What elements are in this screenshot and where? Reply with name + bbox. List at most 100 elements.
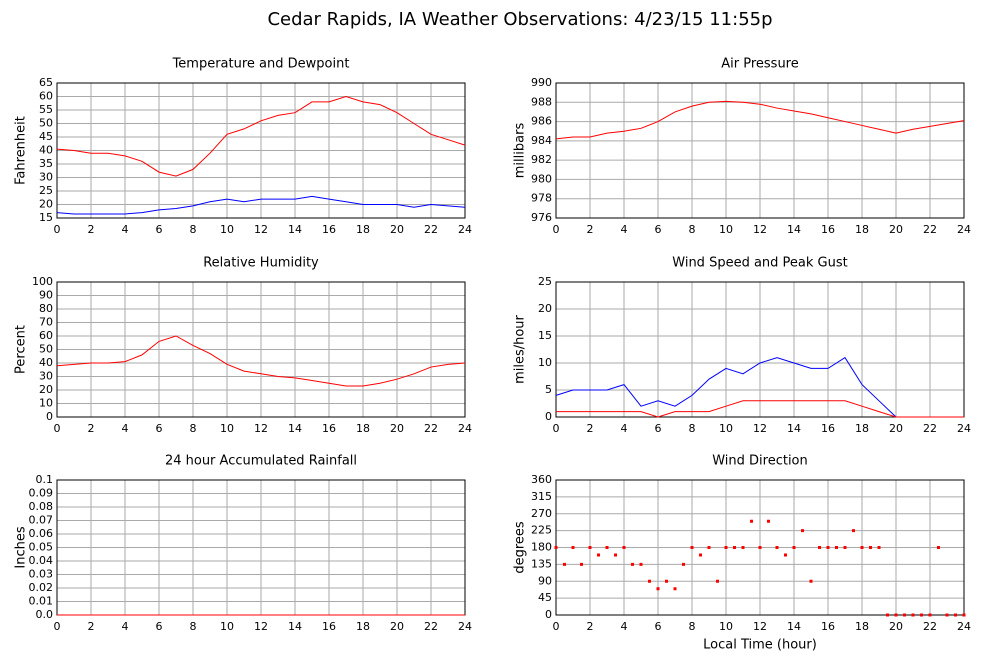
y-axis-label: miles/hour bbox=[513, 314, 528, 383]
data-point bbox=[631, 562, 634, 566]
data-point bbox=[835, 546, 838, 549]
y-tick-label: 988 bbox=[531, 95, 552, 108]
x-tick-label: 8 bbox=[190, 620, 197, 633]
x-tick-label: 4 bbox=[122, 620, 129, 633]
data-point bbox=[716, 579, 719, 583]
y-tick-label: 15 bbox=[39, 211, 53, 224]
x-tick-label: 20 bbox=[889, 223, 903, 236]
plot-border bbox=[56, 82, 466, 219]
x-tick-label: 10 bbox=[719, 223, 733, 236]
y-tick-label: 30 bbox=[39, 171, 53, 184]
x-tick-label: 14 bbox=[288, 223, 302, 236]
x-tick-label: 24 bbox=[458, 422, 472, 435]
x-tick-label: 2 bbox=[88, 620, 95, 633]
y-tick-label: 20 bbox=[39, 198, 53, 211]
data-line bbox=[555, 100, 965, 140]
chart-title: Relative Humidity bbox=[203, 256, 319, 271]
x-tick-label: 6 bbox=[655, 620, 662, 633]
x-tick-label: 8 bbox=[689, 620, 696, 633]
plot-border bbox=[555, 281, 965, 418]
x-axis-label: Local Time (hour) bbox=[703, 638, 817, 653]
x-tick-label: 20 bbox=[390, 422, 404, 435]
x-tick-label: 14 bbox=[787, 422, 801, 435]
x-tick-label: 24 bbox=[957, 422, 971, 435]
y-tick-label: 180 bbox=[531, 541, 552, 554]
x-tick-label: 16 bbox=[322, 620, 336, 633]
x-tick-label: 12 bbox=[254, 422, 268, 435]
data-point bbox=[563, 562, 566, 566]
plot-border bbox=[555, 82, 965, 219]
data-point bbox=[894, 613, 898, 617]
y-tick-label: 20 bbox=[39, 383, 53, 396]
x-tick-label: 6 bbox=[156, 422, 163, 435]
data-point bbox=[656, 587, 660, 591]
x-tick-label: 16 bbox=[322, 422, 336, 435]
y-tick-label: 982 bbox=[531, 153, 552, 166]
x-tick-label: 2 bbox=[88, 223, 95, 236]
data-point bbox=[903, 613, 906, 617]
data-point bbox=[682, 562, 685, 566]
y-tick-label: 25 bbox=[39, 184, 53, 197]
y-tick-label: 40 bbox=[39, 356, 53, 369]
y-axis-label: Fahrenheit bbox=[14, 116, 29, 185]
y-tick-label: 90 bbox=[39, 289, 53, 302]
data-point bbox=[920, 613, 923, 617]
x-tick-label: 12 bbox=[254, 223, 268, 236]
x-tick-label: 14 bbox=[288, 422, 302, 435]
data-point bbox=[928, 613, 932, 617]
x-tick-label: 14 bbox=[787, 223, 801, 236]
data-point bbox=[571, 546, 575, 549]
x-tick-label: 18 bbox=[356, 223, 370, 236]
data-point bbox=[860, 546, 864, 549]
y-tick-label: 0.03 bbox=[29, 568, 54, 581]
x-tick-label: 0 bbox=[54, 422, 61, 435]
data-point bbox=[580, 562, 583, 566]
x-tick-label: 10 bbox=[719, 620, 733, 633]
main-title: Cedar Rapids, IA Weather Observations: 4… bbox=[267, 9, 772, 30]
chart-title: Air Pressure bbox=[721, 57, 799, 72]
y-tick-label: 25 bbox=[538, 275, 552, 288]
y-tick-label: 0.1 bbox=[36, 473, 54, 486]
data-point bbox=[724, 546, 728, 549]
x-tick-label: 8 bbox=[190, 223, 197, 236]
x-tick-label: 12 bbox=[753, 422, 767, 435]
y-tick-label: 225 bbox=[531, 524, 552, 537]
y-tick-label: 0 bbox=[545, 608, 552, 621]
data-point bbox=[945, 613, 949, 617]
x-tick-label: 20 bbox=[889, 422, 903, 435]
y-tick-label: 315 bbox=[531, 490, 552, 503]
y-tick-label: 135 bbox=[531, 557, 552, 570]
x-tick-label: 10 bbox=[220, 422, 234, 435]
data-point bbox=[707, 546, 711, 549]
y-tick-label: 50 bbox=[39, 117, 53, 130]
data-point bbox=[954, 613, 957, 617]
x-tick-label: 14 bbox=[288, 620, 302, 633]
y-tick-label: 0.08 bbox=[29, 500, 54, 513]
chart-title: 24 hour Accumulated Rainfall bbox=[165, 454, 357, 469]
y-tick-label: 984 bbox=[531, 134, 552, 147]
y-tick-label: 0.0 bbox=[36, 608, 54, 621]
x-tick-label: 24 bbox=[957, 620, 971, 633]
y-tick-label: 980 bbox=[531, 172, 552, 185]
x-tick-label: 4 bbox=[621, 422, 628, 435]
chart-title: Temperature and Dewpoint bbox=[172, 57, 350, 72]
data-point bbox=[962, 613, 966, 617]
x-tick-label: 22 bbox=[424, 620, 438, 633]
x-tick-label: 12 bbox=[254, 620, 268, 633]
x-tick-label: 4 bbox=[621, 223, 628, 236]
x-tick-label: 18 bbox=[855, 422, 869, 435]
y-tick-label: 10 bbox=[538, 356, 552, 369]
x-tick-label: 2 bbox=[88, 422, 95, 435]
y-tick-label: 60 bbox=[39, 329, 53, 342]
data-point bbox=[648, 579, 651, 583]
y-tick-label: 65 bbox=[39, 76, 53, 89]
data-point bbox=[801, 529, 804, 533]
data-point bbox=[767, 519, 770, 523]
x-tick-label: 22 bbox=[923, 620, 937, 633]
x-tick-label: 12 bbox=[753, 223, 767, 236]
data-point bbox=[597, 553, 600, 557]
data-point bbox=[911, 613, 915, 617]
x-tick-label: 20 bbox=[390, 223, 404, 236]
x-tick-label: 22 bbox=[923, 422, 937, 435]
x-tick-label: 24 bbox=[458, 223, 472, 236]
